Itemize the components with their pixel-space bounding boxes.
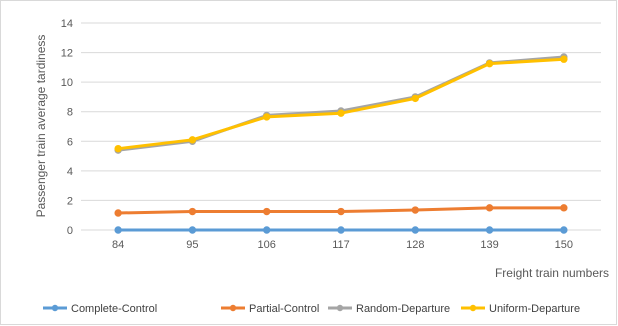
data-point [114,226,122,234]
data-point [188,207,197,216]
x-tick-label: 139 [480,239,498,251]
data-point [560,226,568,234]
data-point [263,226,271,234]
y-tick-label: 6 [67,136,73,148]
data-point [337,226,345,234]
y-axis-ticks: 0 2 4 6 8 10 12 14 [61,18,73,237]
y-tick-label: 8 [67,107,73,119]
legend-label: Complete-Control [71,303,157,315]
data-point [560,204,568,212]
y-tick-label: 10 [61,77,73,89]
legend-swatch-marker [51,304,59,312]
data-point [263,207,271,216]
legend-label: Uniform-Departure [489,303,580,315]
data-point [337,207,345,216]
data-point [411,226,419,234]
y-tick-label: 2 [67,195,73,207]
legend-label: Partial-Control [249,303,319,315]
data-point [263,113,271,121]
series-line [116,57,566,151]
data-point [114,144,122,153]
data-point [485,204,494,212]
data-point [411,94,419,103]
data-point [411,206,419,214]
x-tick-label: 95 [186,239,198,251]
legend: Complete-Control Partial-Control Random-De… [43,303,580,315]
x-tick-label: 84 [112,239,124,251]
series-partial-control [114,204,568,217]
series-uniform-departure [114,55,568,153]
y-tick-label: 0 [67,225,73,237]
y-tick-label: 4 [67,166,73,178]
gridlines [81,22,601,231]
y-tick-label: 14 [61,18,73,30]
series-complete-control [114,226,568,234]
data-point [560,55,568,63]
series-random-departure [114,53,568,154]
series-line [116,55,566,152]
x-tick-label: 106 [258,239,276,251]
data-point [114,209,122,217]
x-tick-label: 128 [406,239,424,251]
y-axis-title: Passenger train average tardiness [34,35,48,218]
data-point [485,59,494,68]
series-lines [114,53,568,234]
x-tick-label: 117 [332,239,350,251]
legend-swatch-marker [336,304,344,312]
x-axis-ticks: 84 95 106 117 128 139 150 [112,239,573,251]
legend-item: Complete-Control [43,303,157,315]
data-point [188,226,197,234]
legend-label: Random-Departure [356,303,450,315]
legend-item: Uniform-Departure [461,303,580,315]
y-tick-label: 12 [61,48,73,60]
x-axis-title: Freight train numbers [495,266,609,280]
legend-item: Partial-Control [221,303,319,315]
legend-swatch-marker [229,304,237,312]
x-tick-label: 150 [555,239,573,251]
legend-swatch-marker [469,304,477,312]
data-point [188,136,197,144]
data-point [485,226,494,234]
data-point [337,109,345,117]
legend-item: Random-Departure [328,303,450,315]
